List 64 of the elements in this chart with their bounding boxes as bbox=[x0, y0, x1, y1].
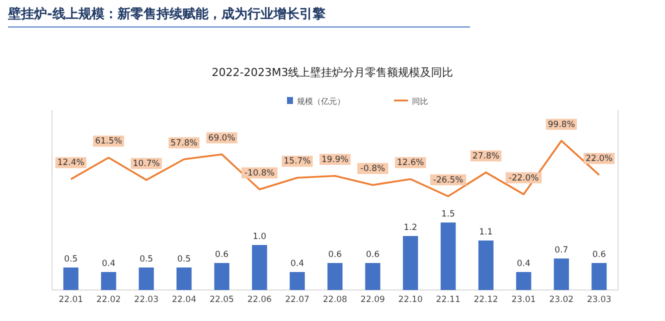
bar bbox=[138, 268, 154, 290]
bar bbox=[554, 258, 569, 290]
chart-title: 壁挂炉-线上规模：新零售持续赋能，成为行业增长引擎 bbox=[7, 6, 326, 22]
x-tick-label: 22.10 bbox=[398, 295, 423, 305]
data-label: 0.5 bbox=[64, 254, 78, 264]
data-label: 61.5% bbox=[95, 136, 122, 147]
x-tick-label: 22.03 bbox=[134, 295, 159, 305]
x-tick-label: 22.04 bbox=[172, 295, 196, 305]
bar bbox=[516, 272, 532, 290]
data-label: 15.7% bbox=[284, 156, 311, 167]
x-tick-label: 22.02 bbox=[96, 295, 121, 305]
x-tick-label: 22.11 bbox=[436, 295, 460, 305]
bar bbox=[402, 236, 418, 290]
x-tick-label: 23.02 bbox=[549, 295, 574, 305]
data-label: 0.6 bbox=[366, 250, 380, 260]
data-label: -10.8% bbox=[244, 168, 275, 178]
data-label: 57.8% bbox=[170, 138, 198, 148]
data-label: 12.4% bbox=[57, 158, 84, 168]
x-tick-label: 22.08 bbox=[322, 295, 348, 305]
data-label: 27.8% bbox=[472, 151, 500, 162]
data-label: 99.8% bbox=[548, 120, 575, 130]
bar bbox=[214, 263, 230, 290]
data-label: 0.4 bbox=[102, 259, 116, 269]
data-label: 0.7 bbox=[554, 246, 568, 256]
data-label: 0.6 bbox=[215, 250, 229, 260]
bar bbox=[290, 272, 305, 290]
x-tick-label: 23.01 bbox=[511, 295, 536, 305]
x-tick-label: 22.09 bbox=[360, 295, 385, 305]
bar bbox=[440, 222, 456, 290]
data-label: 22.0% bbox=[586, 154, 613, 164]
bar bbox=[327, 263, 343, 290]
bar bbox=[63, 268, 78, 290]
chart-subtitle: 2022-2023M3线上壁挂炉分月零售额规模及同比 bbox=[212, 66, 454, 79]
x-tick-label: 23.03 bbox=[586, 295, 612, 305]
data-label: 69.0% bbox=[208, 133, 236, 144]
data-label: 1.0 bbox=[252, 232, 266, 242]
x-tick-label: 22.12 bbox=[474, 295, 498, 305]
x-tick-label: 22.05 bbox=[210, 295, 234, 305]
data-label: 0.4 bbox=[516, 259, 530, 269]
legend-label: 规模（亿元） bbox=[297, 97, 345, 106]
data-label: 1.5 bbox=[441, 210, 455, 220]
bar bbox=[365, 263, 380, 290]
x-tick-label: 22.07 bbox=[285, 295, 310, 305]
data-label: 19.9% bbox=[321, 154, 349, 165]
data-label: 1.1 bbox=[479, 228, 493, 238]
data-label: 0.4 bbox=[290, 259, 304, 269]
legend-label: 同比 bbox=[412, 97, 428, 106]
bar bbox=[252, 245, 268, 290]
data-label: 12.6% bbox=[396, 158, 424, 168]
x-tick-label: 22.06 bbox=[247, 295, 272, 305]
data-label: 0.5 bbox=[177, 254, 191, 264]
bar bbox=[176, 268, 192, 290]
data-label: -26.5% bbox=[433, 175, 464, 186]
bar bbox=[592, 263, 607, 290]
data-label: -0.8% bbox=[360, 164, 386, 174]
data-label: 0.5 bbox=[140, 254, 154, 264]
data-label: 0.6 bbox=[328, 250, 342, 260]
data-label: -22.0% bbox=[508, 173, 539, 184]
bar bbox=[478, 240, 494, 290]
data-label: 1.2 bbox=[404, 223, 418, 233]
x-tick-label: 22.01 bbox=[58, 295, 84, 305]
bar bbox=[101, 272, 116, 290]
data-label: 10.7% bbox=[132, 158, 160, 169]
data-label: 0.6 bbox=[592, 250, 606, 260]
